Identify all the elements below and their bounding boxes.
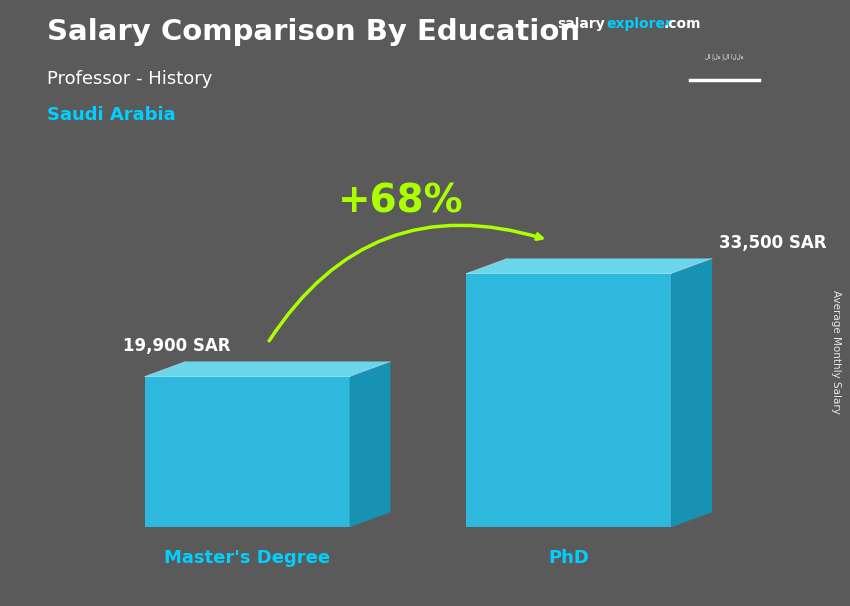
Polygon shape — [349, 361, 390, 527]
Text: Professor - History: Professor - History — [47, 70, 212, 88]
Text: +68%: +68% — [338, 183, 463, 221]
Text: Average Monthly Salary: Average Monthly Salary — [831, 290, 842, 413]
Text: .com: .com — [664, 17, 701, 31]
Text: PhD: PhD — [548, 549, 589, 567]
Polygon shape — [467, 273, 672, 527]
Polygon shape — [467, 258, 712, 273]
Text: salary: salary — [557, 17, 604, 31]
Text: explorer: explorer — [606, 17, 672, 31]
Text: 19,900 SAR: 19,900 SAR — [123, 337, 230, 355]
Text: لا إله إلا الله: لا إله إلا الله — [706, 53, 744, 60]
Text: Saudi Arabia: Saudi Arabia — [47, 106, 175, 124]
Text: 33,500 SAR: 33,500 SAR — [719, 234, 827, 252]
Text: Salary Comparison By Education: Salary Comparison By Education — [47, 18, 580, 46]
Polygon shape — [672, 258, 712, 527]
Text: Master's Degree: Master's Degree — [164, 549, 331, 567]
Polygon shape — [144, 376, 349, 527]
Polygon shape — [144, 361, 390, 376]
